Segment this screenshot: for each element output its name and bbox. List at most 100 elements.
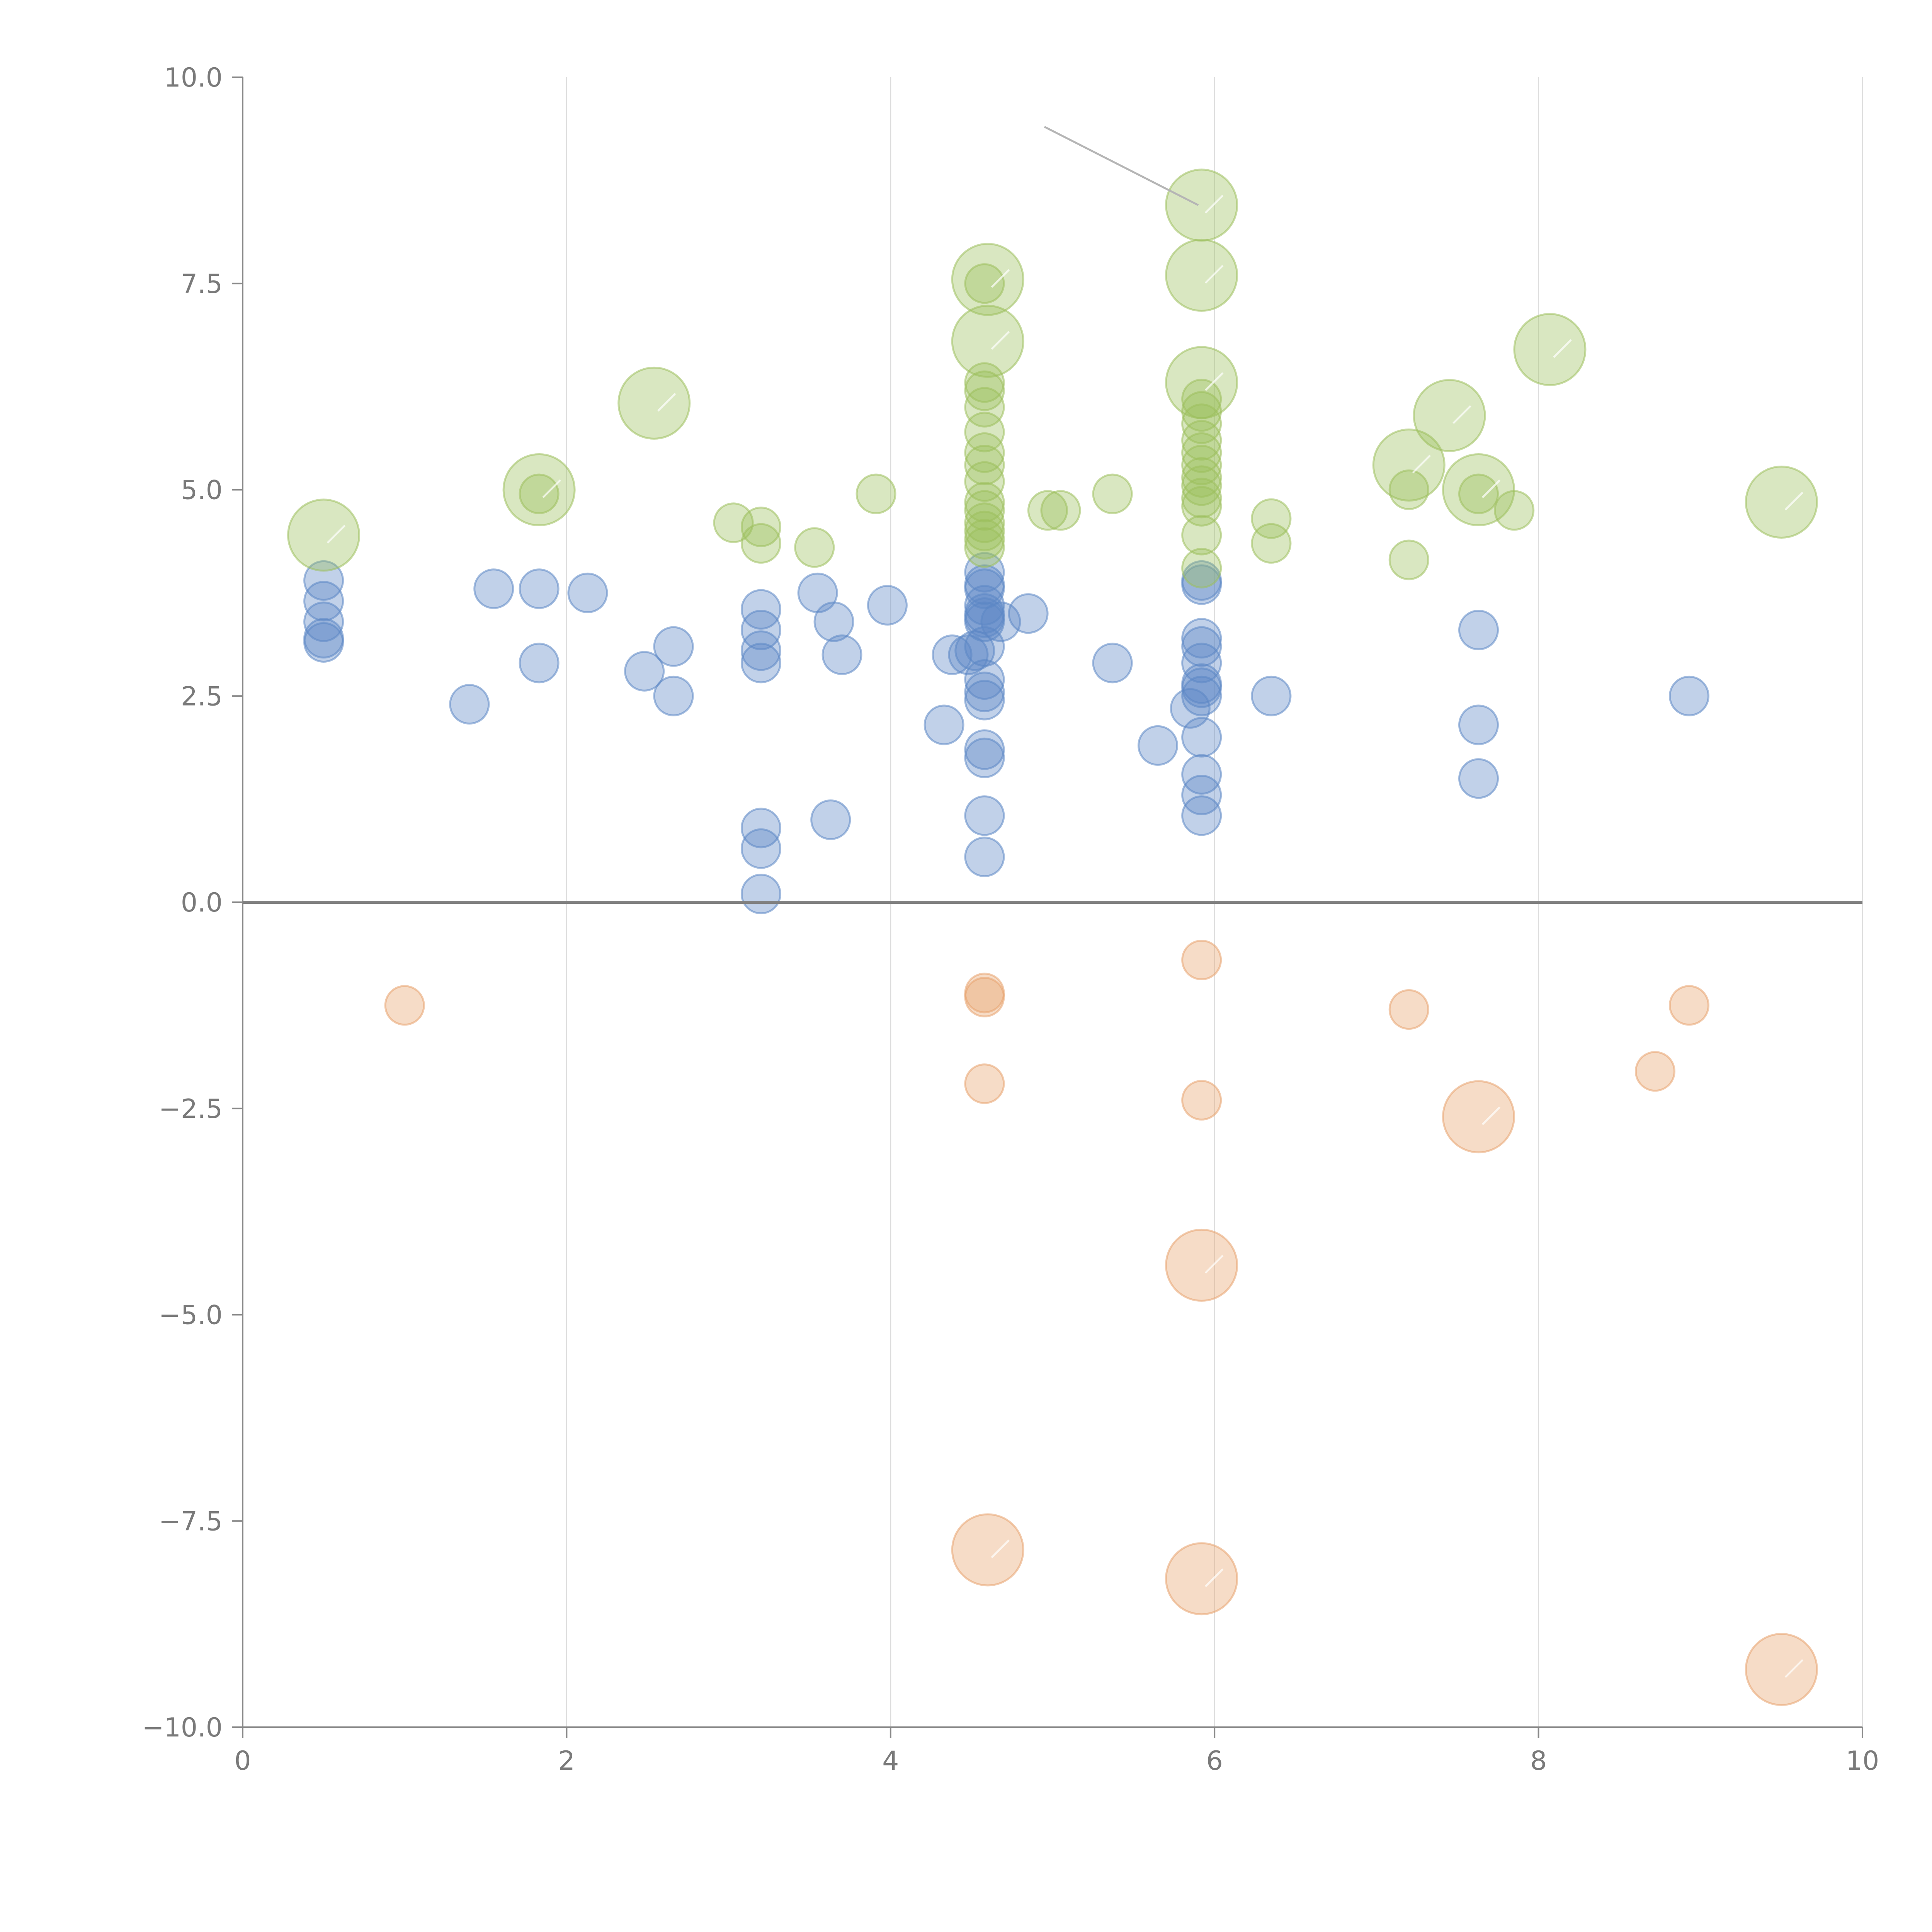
green-point (1181, 379, 1222, 420)
blue-point (964, 837, 1005, 878)
blue-point (964, 659, 1005, 700)
orange-point (964, 977, 1005, 1018)
green-point (964, 519, 1005, 560)
blue-point (813, 601, 854, 642)
blue-point (519, 568, 560, 609)
green-point (1442, 453, 1515, 526)
green-point (1513, 313, 1587, 386)
x-tick-label: 0 (234, 1746, 251, 1776)
orange-point (1165, 1542, 1238, 1616)
blue-point (653, 675, 694, 716)
orange-point (1634, 1051, 1675, 1092)
orange-point (1745, 1633, 1818, 1706)
green-point (1181, 465, 1222, 506)
green-point (964, 432, 1005, 473)
green-point (1181, 444, 1222, 485)
blue-point (1092, 643, 1133, 684)
blue-point (740, 630, 781, 671)
green-point (1181, 457, 1222, 498)
orange-point (1668, 985, 1709, 1026)
blue-point (473, 568, 514, 609)
x-tick-label: 6 (1206, 1746, 1223, 1776)
blue-point (567, 572, 608, 613)
orange-point (1165, 1228, 1238, 1302)
x-tick-label: 2 (558, 1746, 575, 1776)
blue-point (964, 795, 1005, 836)
blue-point (1181, 618, 1222, 659)
green-point-highlight (1784, 492, 1804, 511)
orange-point-highlight (1481, 1106, 1501, 1125)
green-point (287, 498, 361, 572)
green-point (964, 362, 1005, 403)
blue-point (1181, 667, 1222, 708)
orange-point (1181, 939, 1222, 980)
blue-point (964, 626, 1005, 667)
green-point (964, 482, 1005, 523)
blue-point (821, 634, 862, 675)
orange-point (1442, 1080, 1515, 1153)
green-point (1092, 473, 1133, 514)
y-tick-label: 0.0 (181, 888, 223, 918)
y-tick-label: 2.5 (181, 681, 223, 712)
green-point (1388, 469, 1429, 510)
blue-point (740, 828, 781, 869)
y-tick-label: −10.0 (142, 1713, 223, 1743)
green-point (964, 502, 1005, 543)
blue-point (1008, 593, 1049, 634)
green-point (1165, 168, 1238, 242)
blue-point (303, 581, 344, 622)
y-tick-label: −2.5 (159, 1094, 223, 1124)
blue-point (810, 799, 851, 840)
green-point-highlight (1452, 405, 1471, 424)
blue-point (303, 622, 344, 663)
green-point-highlight (327, 525, 346, 544)
blue-point (1181, 774, 1222, 815)
green-point (964, 444, 1005, 485)
annotation-line (1044, 126, 1199, 206)
green-point (740, 523, 781, 564)
blue-point (923, 704, 964, 745)
green-point (794, 527, 835, 568)
data-points (287, 168, 1818, 1706)
green-point (964, 461, 1005, 502)
green-point (1181, 391, 1222, 432)
green-point-highlight (542, 479, 561, 498)
green-point (1181, 420, 1222, 461)
green-point (964, 387, 1005, 428)
green-point-highlight (1204, 372, 1224, 391)
green-point-highlight (657, 393, 676, 412)
x-tick-label: 8 (1530, 1746, 1547, 1776)
green-point (964, 490, 1005, 531)
blue-point (1668, 675, 1709, 716)
blue-point (1458, 704, 1499, 745)
green-point (964, 510, 1005, 551)
green-point (617, 366, 691, 440)
green-point (1040, 490, 1081, 531)
y-tick-label: 10.0 (164, 63, 223, 93)
green-point (1027, 490, 1068, 531)
green-point-highlight (991, 269, 1010, 288)
orange-point (1388, 989, 1429, 1030)
blue-point (1181, 717, 1222, 758)
blue-point (1137, 725, 1178, 766)
green-point (964, 412, 1005, 452)
blue-point (740, 874, 781, 915)
blue-point (964, 680, 1005, 721)
x-tick-label: 10 (1846, 1746, 1879, 1776)
blue-point (624, 651, 665, 692)
green-point (740, 507, 781, 548)
blue-point (964, 601, 1005, 642)
green-point (519, 473, 560, 514)
blue-point (740, 643, 781, 684)
blue-point (1181, 754, 1222, 795)
green-point (1251, 498, 1292, 539)
blue-point (1181, 643, 1222, 684)
blue-point (1181, 675, 1222, 716)
green-point (1181, 478, 1222, 519)
highlight-strokes (327, 195, 1804, 1678)
green-point (502, 453, 576, 526)
green-point (964, 527, 1005, 568)
blue-point (303, 601, 344, 642)
green-point (1181, 403, 1222, 444)
